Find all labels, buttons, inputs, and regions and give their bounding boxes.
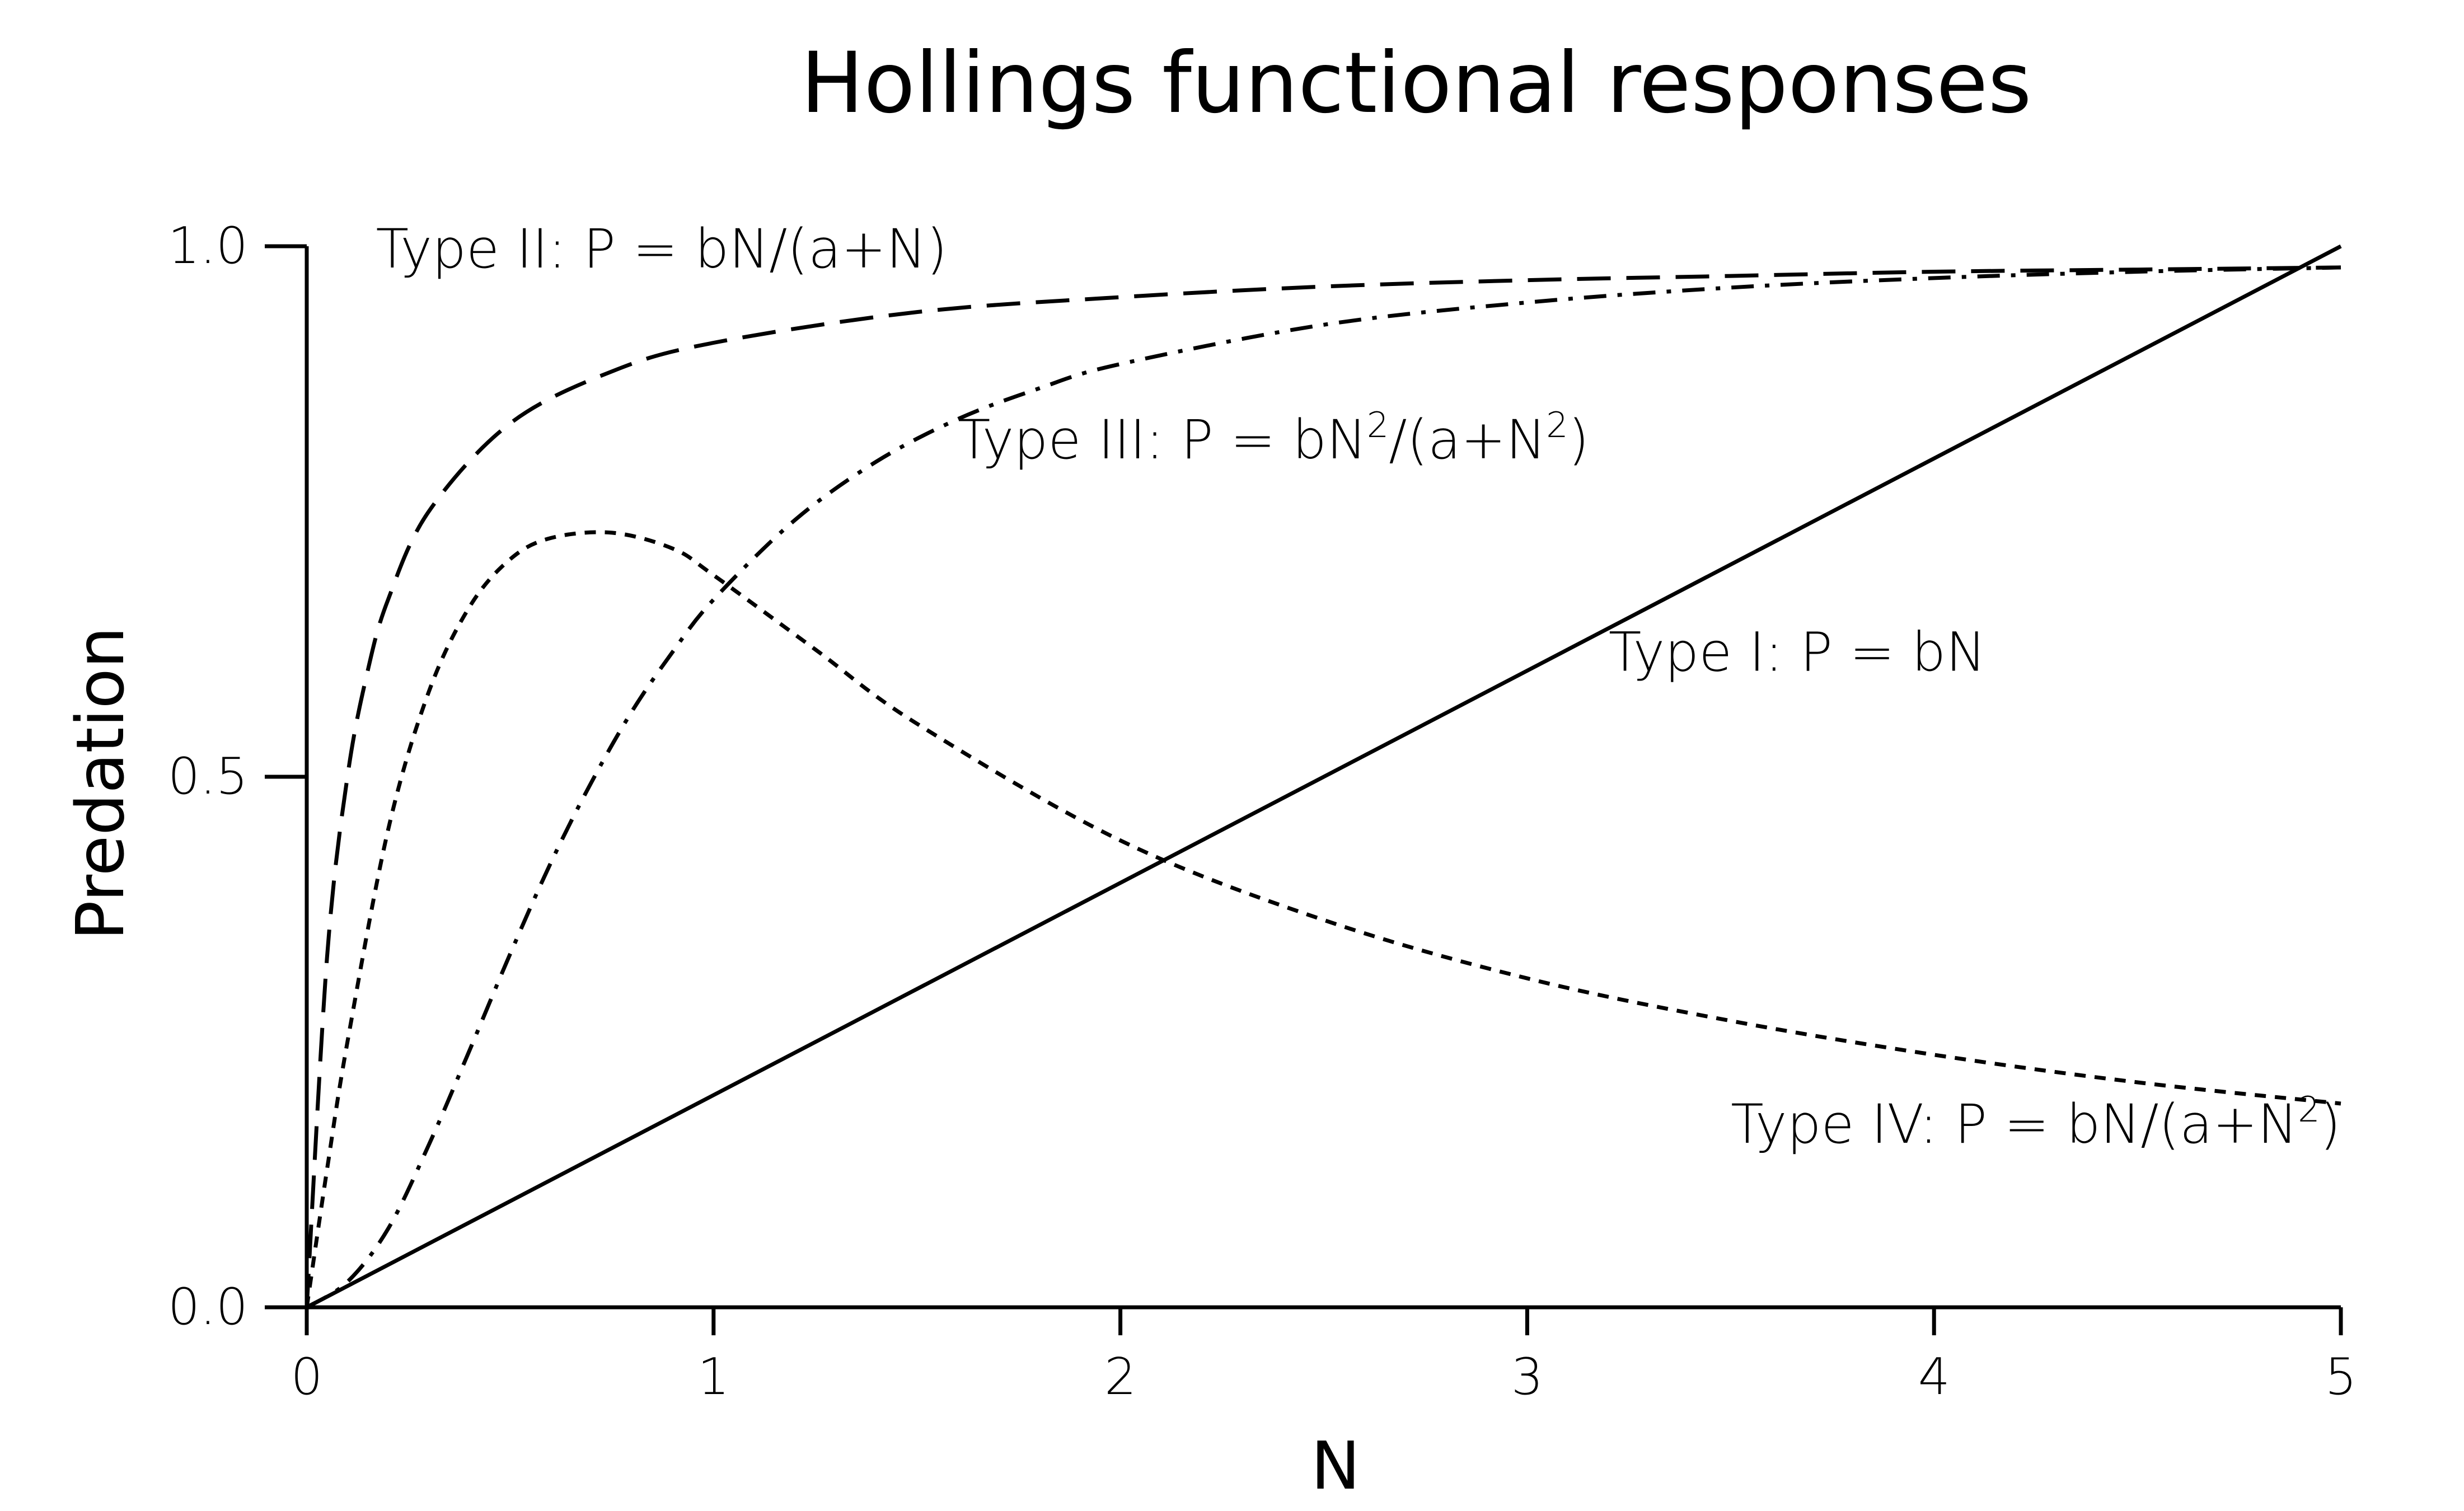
x-tick-label: 0 <box>291 1348 322 1406</box>
type-iii-label: Type III: P = bN2/(a+N2) <box>958 405 1589 471</box>
y-axis-ticks: 0.0 0.5 1.0 <box>168 217 307 1336</box>
x-tick-label: 2 <box>1104 1348 1136 1406</box>
type-iii-curve <box>306 265 2341 1310</box>
type-ii-label: Type II: P = bN/(a+N) <box>376 218 948 280</box>
type-iv-label: Type IV: P = bN/(a+N2) <box>1731 1089 2341 1156</box>
type-iv-curve <box>305 530 2341 1308</box>
type-ii-curve <box>305 265 2341 1308</box>
y-tick-label: 0.5 <box>168 747 248 806</box>
curve-annotations: Type II: P = bN/(a+N) Type III: P = bN2/(… <box>376 218 2341 1156</box>
y-tick-label: 0.0 <box>168 1278 248 1336</box>
type-i-line <box>306 244 2342 1310</box>
x-tick-label: 1 <box>697 1348 729 1406</box>
y-axis-title: Predation <box>62 627 139 941</box>
x-axis-ticks: 0 1 2 3 4 5 <box>291 1307 2357 1406</box>
curves <box>305 244 2342 1310</box>
x-tick-label: 4 <box>1918 1348 1950 1406</box>
x-axis-title: N <box>1311 1427 1360 1504</box>
x-tick-label: 3 <box>1511 1348 1543 1406</box>
type-i-label: Type I: P = bN <box>1609 621 1986 683</box>
y-tick-label: 1.0 <box>168 217 248 275</box>
axes: 0 1 2 3 4 5 0.0 0.5 1.0 <box>168 217 2357 1406</box>
chart-title: Hollings functional responses <box>800 35 2031 132</box>
x-tick-label: 5 <box>2325 1348 2357 1406</box>
